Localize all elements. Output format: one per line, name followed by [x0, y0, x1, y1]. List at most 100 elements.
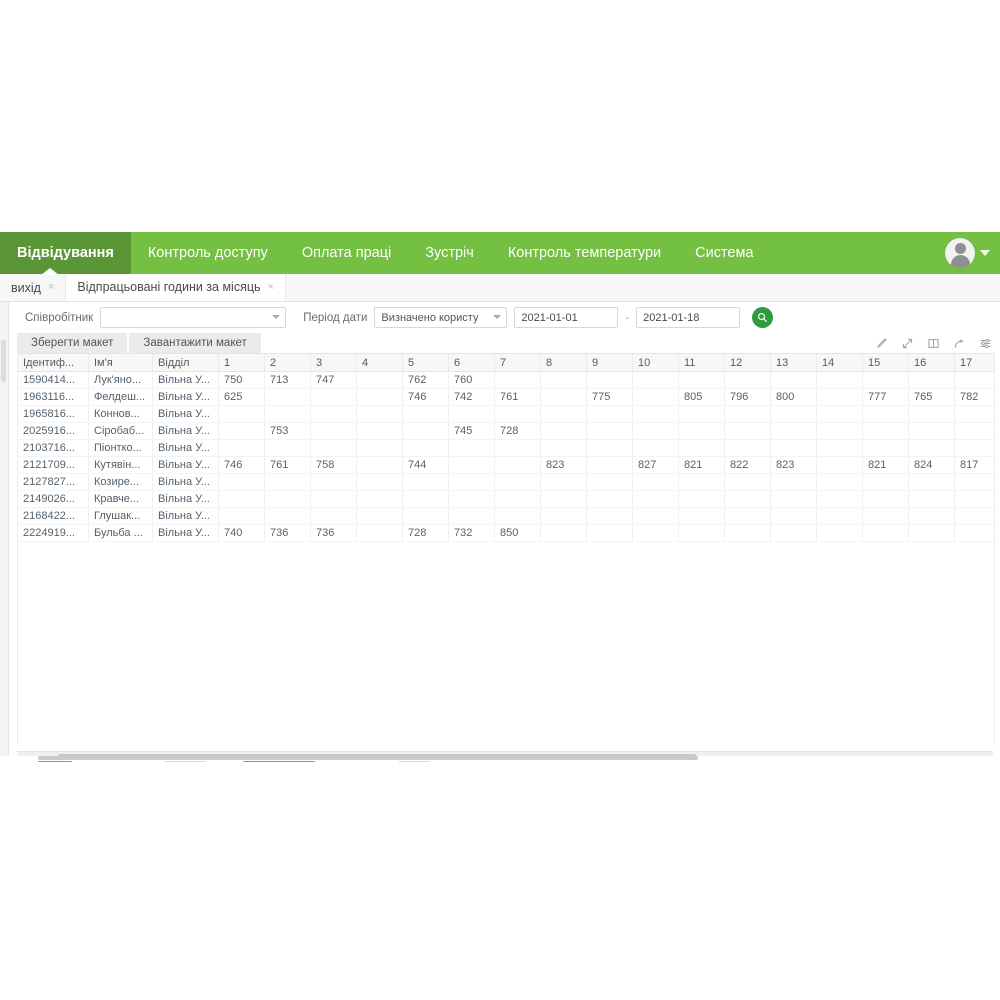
settings-sliders-icon[interactable] [979, 337, 992, 350]
cell-d4[interactable] [356, 524, 403, 542]
search-button[interactable] [752, 307, 774, 328]
nav-item-access-control[interactable]: Контроль доступу [131, 232, 285, 274]
cell-name[interactable]: Фелдеш... [88, 388, 153, 406]
nav-item-temperature-control[interactable]: Контроль температури [491, 232, 678, 274]
cell-d1[interactable] [218, 439, 265, 457]
cell-d12[interactable] [724, 490, 771, 508]
cell-d10[interactable]: 827 [632, 456, 679, 474]
cell-d7[interactable] [494, 490, 541, 508]
cell-d2[interactable]: 736 [264, 524, 311, 542]
cell-d11[interactable] [678, 371, 725, 389]
cell-name[interactable]: Піонтко... [88, 439, 153, 457]
cell-d16[interactable] [908, 405, 955, 423]
cell-d3[interactable]: 736 [310, 524, 357, 542]
cell-d8[interactable]: 823 [540, 456, 587, 474]
cell-d10[interactable] [632, 439, 679, 457]
cell-dept[interactable]: Вільна У... [152, 524, 219, 542]
cell-d9[interactable] [586, 371, 633, 389]
cell-d13[interactable] [770, 490, 817, 508]
cell-d6[interactable] [448, 507, 495, 525]
cell-d8[interactable] [540, 507, 587, 525]
cell-d17[interactable] [954, 405, 994, 423]
cell-d7[interactable]: 761 [494, 388, 541, 406]
cell-d3[interactable]: 747 [310, 371, 357, 389]
cell-d4[interactable] [356, 371, 403, 389]
column-header-d8[interactable]: 8 [540, 354, 587, 372]
cell-d17[interactable] [954, 371, 994, 389]
chevron-down-icon[interactable] [980, 250, 990, 256]
cell-d17[interactable]: 782 [954, 388, 994, 406]
nav-item-system[interactable]: Система [678, 232, 770, 274]
cell-dept[interactable]: Вільна У... [152, 371, 219, 389]
cell-d8[interactable] [540, 371, 587, 389]
cell-d9[interactable] [586, 524, 633, 542]
cell-d10[interactable] [632, 422, 679, 440]
cell-d3[interactable]: 758 [310, 456, 357, 474]
cell-d17[interactable]: 817 [954, 456, 994, 474]
table-row[interactable]: 2103716...Піонтко...Вільна У...0.0 [18, 439, 994, 457]
close-icon[interactable]: × [47, 281, 55, 293]
cell-d6[interactable] [448, 439, 495, 457]
cell-d16[interactable] [908, 473, 955, 491]
column-header-d2[interactable]: 2 [264, 354, 311, 372]
cell-d7[interactable] [494, 439, 541, 457]
table-row[interactable]: 1965816...Коннов...Вільна У...0.0 [18, 405, 994, 423]
cell-d14[interactable] [816, 405, 863, 423]
table-row[interactable]: 2149026...Кравче...Вільна У...0.0 [18, 490, 994, 508]
footer-input-2[interactable] [398, 761, 430, 762]
cell-id[interactable]: 2224919... [18, 524, 89, 542]
cell-d1[interactable] [218, 507, 265, 525]
cell-name[interactable]: Лук'яно... [88, 371, 153, 389]
cell-d15[interactable] [862, 507, 909, 525]
cell-d5[interactable] [402, 507, 449, 525]
cell-d9[interactable] [586, 439, 633, 457]
cell-d10[interactable] [632, 473, 679, 491]
cell-d10[interactable] [632, 371, 679, 389]
cell-d7[interactable] [494, 456, 541, 474]
cell-d11[interactable] [678, 473, 725, 491]
column-header-d11[interactable]: 11 [678, 354, 725, 372]
cell-d3[interactable] [310, 490, 357, 508]
cell-d13[interactable] [770, 422, 817, 440]
date-from-input[interactable]: 2021-01-01 [514, 307, 619, 328]
cell-d11[interactable]: 821 [678, 456, 725, 474]
data-grid-container[interactable]: Ідентиф... Ім'я Відділ 1 2 3 4 5 6 7 8 9 10 11 12 13 14 1… [17, 353, 995, 744]
cell-d14[interactable] [816, 507, 863, 525]
cell-d4[interactable] [356, 507, 403, 525]
cell-d10[interactable] [632, 507, 679, 525]
cell-d5[interactable] [402, 473, 449, 491]
cell-d8[interactable] [540, 490, 587, 508]
column-header-d7[interactable]: 7 [494, 354, 541, 372]
cell-d15[interactable]: 777 [862, 388, 909, 406]
user-menu[interactable] [945, 232, 1000, 274]
cell-d6[interactable] [448, 473, 495, 491]
cell-dept[interactable]: Вільна У... [152, 439, 219, 457]
cell-d10[interactable] [632, 524, 679, 542]
table-row[interactable]: 2025916... Сіробаб... Вільна У... 753 745 728… [18, 422, 994, 440]
cell-d1[interactable]: 625 [218, 388, 265, 406]
cell-d15[interactable] [862, 439, 909, 457]
expand-arrows-icon[interactable] [901, 337, 914, 350]
cell-d3[interactable] [310, 439, 357, 457]
column-header-d12[interactable]: 12 [724, 354, 771, 372]
cell-d2[interactable] [264, 405, 311, 423]
cell-d4[interactable] [356, 422, 403, 440]
cell-d12[interactable] [724, 405, 771, 423]
cell-id[interactable]: 1590414... [18, 371, 89, 389]
table-row[interactable]: 2127827...Козире...Вільна У...0.0 [18, 473, 994, 491]
cell-d13[interactable] [770, 524, 817, 542]
cell-d4[interactable] [356, 439, 403, 457]
period-select[interactable]: Визначено користу [374, 307, 508, 328]
column-header-dept[interactable]: Відділ [152, 354, 219, 372]
cell-d14[interactable] [816, 388, 863, 406]
cell-d13[interactable] [770, 405, 817, 423]
cell-d4[interactable] [356, 405, 403, 423]
cell-name[interactable]: Бульба ... [88, 524, 153, 542]
cell-d2[interactable] [264, 473, 311, 491]
cell-d1[interactable] [218, 405, 265, 423]
cell-d17[interactable] [954, 473, 994, 491]
cell-d2[interactable]: 753 [264, 422, 311, 440]
cell-d9[interactable] [586, 422, 633, 440]
column-header-d4[interactable]: 4 [356, 354, 403, 372]
cell-d9[interactable] [586, 456, 633, 474]
